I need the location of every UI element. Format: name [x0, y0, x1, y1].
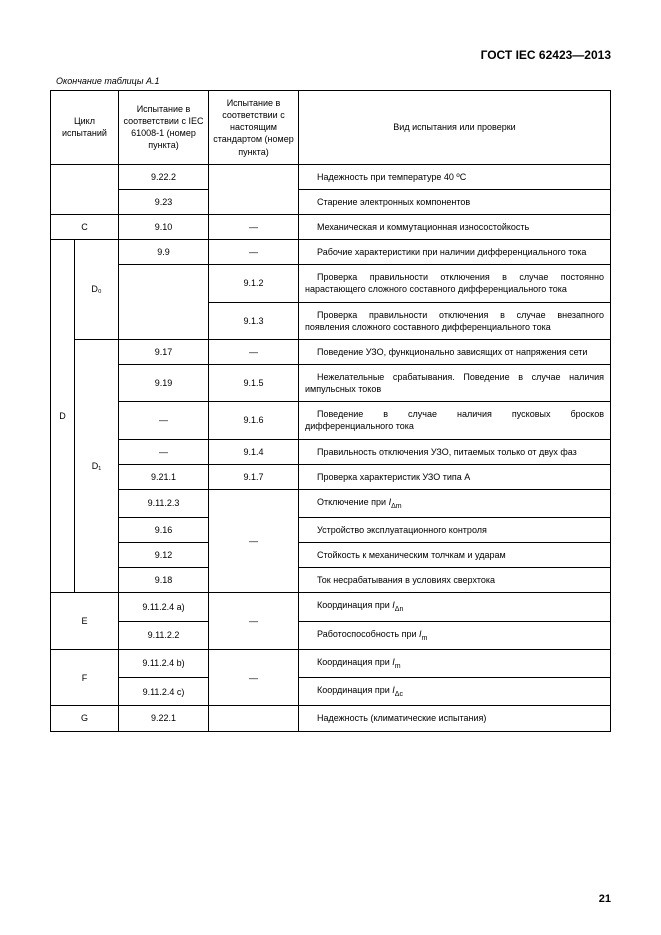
table-cell: 9.16 — [119, 518, 209, 543]
page-number: 21 — [599, 893, 611, 905]
table-cell: 9.21.1 — [119, 464, 209, 489]
table-cell: Ток несрабатывания в условиях сверхтока — [299, 568, 611, 593]
table-cell: Координация при Im — [299, 649, 611, 677]
table-cell: Работоспособность при Im — [299, 621, 611, 649]
table-caption: Окончание таблицы А.1 — [56, 76, 611, 86]
text-part: Координация при — [317, 685, 392, 695]
table-cell — [51, 164, 119, 214]
document-code: ГОСТ IEC 62423—2013 — [50, 48, 611, 62]
table-cell: 9.11.2.4 a) — [119, 593, 209, 621]
table-cell: Проверка правильности отключения в случа… — [299, 302, 611, 339]
table-cell: D — [51, 240, 75, 593]
symbol-sub: Δn — [395, 606, 404, 613]
table-cell: 9.19 — [119, 364, 209, 401]
table-cell — [209, 706, 299, 731]
table-cell: Правильность отключения УЗО, питаемых то… — [299, 439, 611, 464]
table-cell: Проверка правильности отключения в случа… — [299, 265, 611, 302]
table-cell: 9.1.2 — [209, 265, 299, 302]
table-cell: — — [119, 402, 209, 439]
table-cell: Нежелательные срабатывания. Поведение в … — [299, 364, 611, 401]
table-cell: 9.17 — [119, 339, 209, 364]
symbol-sub: m — [395, 663, 401, 670]
col-cycle: Цикл испытаний — [51, 91, 119, 165]
table-cell: 9.10 — [119, 214, 209, 239]
table-cell: — — [209, 240, 299, 265]
table-cell: 9.9 — [119, 240, 209, 265]
col-std: Испытание в соответствии с настоящим ста… — [209, 91, 299, 165]
table-cell: 9.11.2.3 — [119, 489, 209, 517]
table-cell: Надежность (климатические испытания) — [299, 706, 611, 731]
table-cell: 9.1.3 — [209, 302, 299, 339]
table-cell: С — [51, 214, 119, 239]
table-cell: Координация при IΔn — [299, 593, 611, 621]
text-part: Работоспособность при — [317, 629, 419, 639]
table-cell: 9.22.1 — [119, 706, 209, 731]
col-desc: Вид испытания или проверки — [299, 91, 611, 165]
table-cell: 9.1.4 — [209, 439, 299, 464]
symbol-sub: Δc — [395, 691, 403, 698]
table-cell: 9.11.2.4 c) — [119, 678, 209, 706]
table-cell: Рабочие характеристики при наличии диффе… — [299, 240, 611, 265]
text-part: Отключение при — [317, 497, 389, 507]
table-cell: — — [209, 339, 299, 364]
table-cell: Механическая и коммутационная износостой… — [299, 214, 611, 239]
page-container: ГОСТ IEC 62423—2013 Окончание таблицы А.… — [0, 0, 661, 935]
table-cell: — — [209, 593, 299, 649]
table-cell: Е — [51, 593, 119, 649]
table-cell: Устройство эксплуатационного контроля — [299, 518, 611, 543]
table-cell: 9.11.2.2 — [119, 621, 209, 649]
table-cell: Проверка характеристик УЗО типа А — [299, 464, 611, 489]
table-cell: Поведение в случае наличия пусковых брос… — [299, 402, 611, 439]
table-cell: Надежность при температуре 40 ºС — [299, 164, 611, 189]
table-cell: D₁ — [75, 339, 119, 593]
table-cell: 9.18 — [119, 568, 209, 593]
table-cell: Координация при IΔc — [299, 678, 611, 706]
table-cell: — — [209, 214, 299, 239]
table-cell: Стойкость к механическим толчкам и удара… — [299, 543, 611, 568]
table-cell: 9.12 — [119, 543, 209, 568]
text-part: Координация при — [317, 600, 392, 610]
table-cell: F — [51, 649, 119, 705]
text-part: Координация при — [317, 657, 392, 667]
symbol-sub: Δm — [391, 503, 402, 510]
col-iec: Испытание в соответствии с IEC 61008-1 (… — [119, 91, 209, 165]
table-cell: — — [209, 649, 299, 705]
table-cell — [209, 164, 299, 214]
table-cell: Старение электронных компонентов — [299, 189, 611, 214]
table-cell: D₀ — [75, 240, 119, 340]
table-cell: G — [51, 706, 119, 731]
table-cell — [119, 265, 209, 340]
table-cell: 9.1.5 — [209, 364, 299, 401]
table-cell: 9.1.6 — [209, 402, 299, 439]
table-cell: 9.1.7 — [209, 464, 299, 489]
table-cell: — — [119, 439, 209, 464]
table-cell: Отключение при IΔm — [299, 489, 611, 517]
table-cell: 9.11.2.4 b) — [119, 649, 209, 677]
table-cell: — — [209, 489, 299, 593]
symbol-sub: m — [422, 635, 428, 642]
table-cell: Поведение УЗО, функционально зависящих о… — [299, 339, 611, 364]
table-cell: 9.22.2 — [119, 164, 209, 189]
table-cell: 9.23 — [119, 189, 209, 214]
test-table: Цикл испытаний Испытание в соответствии … — [50, 90, 611, 732]
